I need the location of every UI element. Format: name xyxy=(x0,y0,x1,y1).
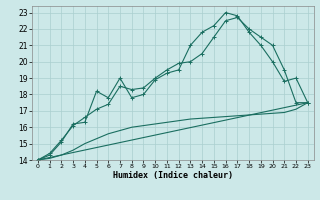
X-axis label: Humidex (Indice chaleur): Humidex (Indice chaleur) xyxy=(113,171,233,180)
